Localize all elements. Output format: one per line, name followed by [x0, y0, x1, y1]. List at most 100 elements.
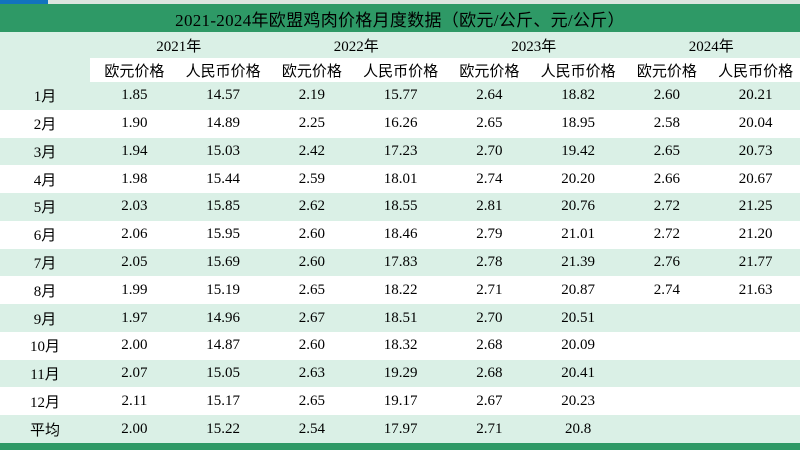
price-cell: 21.39	[561, 253, 596, 270]
price-cell: 17.97	[383, 420, 418, 437]
price-cell: 20.41	[561, 365, 596, 382]
price-cell: 1.99	[121, 281, 148, 298]
euro-price-header: 欧元价格	[104, 63, 165, 80]
price-cell: 2.19	[298, 87, 326, 104]
row-label: 平均	[29, 422, 60, 439]
price-cell: 15.77	[383, 87, 418, 104]
price-cell: 15.05	[206, 365, 240, 382]
price-cell: 2.58	[653, 115, 681, 132]
rmb-price-header: 人民币价格	[718, 63, 794, 80]
table-row: 3月 1.94 15.03 2.42 17.23 2.70 19.42 2.65 20.73	[0, 137, 800, 166]
price-cell: 21.25	[738, 198, 773, 215]
price-cell: 18.22	[383, 281, 418, 298]
price-cell: 2.60	[298, 226, 326, 243]
corner-cell	[0, 32, 90, 58]
price-cell: 1.94	[121, 142, 148, 159]
price-cell: 1.98	[121, 170, 148, 187]
price-cell	[711, 304, 800, 332]
price-cell: 19.42	[561, 142, 596, 159]
row-label: 4月	[33, 172, 57, 189]
price-cell: 18.95	[561, 115, 596, 132]
table-row: 6月 2.06 15.95 2.60 18.46 2.79 21.01 2.72 21.20	[0, 220, 800, 249]
price-cell	[711, 360, 800, 388]
price-cell: 14.87	[206, 337, 240, 354]
price-cell: 2.65	[476, 115, 503, 132]
price-cell: 2.64	[476, 87, 503, 104]
price-cell: 20.73	[738, 142, 773, 159]
price-cell: 18.55	[383, 198, 418, 215]
row-label: 7月	[33, 255, 57, 272]
price-cell: 17.83	[383, 253, 418, 270]
blue-accent-bar	[0, 0, 48, 4]
price-cell: 1.97	[121, 309, 148, 326]
table-row: 5月 2.03 15.85 2.62 18.55 2.81 20.76 2.72 21.25	[0, 193, 800, 221]
row-label: 12月	[29, 394, 60, 411]
month-column-header	[0, 58, 90, 82]
year-header-2022: 2022年	[333, 38, 379, 55]
year-header-2023: 2023年	[511, 38, 557, 55]
price-cell: 2.25	[298, 115, 326, 132]
price-cell	[711, 332, 800, 360]
rmb-price-header: 人民币价格	[185, 63, 261, 80]
price-cell: 20.67	[738, 170, 773, 187]
price-cell: 14.89	[206, 115, 240, 132]
price-cell: 21.63	[738, 281, 773, 298]
row-label: 10月	[29, 339, 60, 356]
price-cell: 17.23	[383, 142, 418, 159]
table-row: 1月 1.85 14.57 2.19 15.77 2.64 18.82 2.60 20.21	[0, 82, 800, 110]
price-cell: 20.23	[561, 392, 596, 409]
price-cell: 2.72	[653, 226, 681, 243]
price-cell: 2.65	[298, 392, 326, 409]
price-cell	[623, 415, 712, 443]
price-cell: 2.59	[298, 170, 326, 187]
price-cell: 2.72	[653, 198, 681, 215]
table-row: 8月 1.99 15.19 2.65 18.22 2.71 20.87 2.74 21.63	[0, 276, 800, 305]
price-cell: 15.19	[206, 281, 240, 298]
price-cell: 2.06	[121, 226, 148, 243]
table-body: 1月 1.85 14.57 2.19 15.77 2.64 18.82 2.60 20.21 2月…	[0, 82, 800, 443]
table-row: 10月 2.00 14.87 2.60 18.32 2.68 20.09	[0, 331, 800, 360]
row-label: 9月	[33, 311, 57, 328]
price-cell: 2.81	[476, 198, 503, 215]
price-cell: 2.03	[121, 198, 148, 215]
price-cell: 15.44	[206, 170, 240, 187]
price-cell: 20.51	[561, 309, 596, 326]
row-label: 8月	[33, 283, 57, 300]
price-cell: 18.82	[561, 87, 596, 104]
table-row: 2月 1.90 14.89 2.25 16.26 2.65 18.95 2.58 20.04	[0, 109, 800, 138]
price-cell: 2.54	[298, 420, 326, 437]
price-cell: 2.76	[653, 253, 681, 270]
price-cell: 14.96	[206, 309, 240, 326]
price-cell: 15.85	[206, 198, 240, 215]
price-cell	[623, 387, 712, 415]
price-cell: 19.29	[383, 365, 418, 382]
price-cell: 2.60	[298, 253, 326, 270]
euro-price-header: 欧元价格	[281, 63, 342, 80]
year-header-row: 2021年 2022年 2023年 2024年	[0, 32, 800, 58]
price-cell: 2.05	[121, 253, 148, 270]
price-cell: 15.22	[206, 420, 240, 437]
price-cell: 20.20	[561, 170, 596, 187]
table-row: 4月 1.98 15.44 2.59 18.01 2.74 20.20 2.66 20.67	[0, 165, 800, 194]
price-cell: 2.71	[476, 281, 503, 298]
sub-header-row: 欧元价格 人民币价格 欧元价格 人民币价格 欧元价格 人民币价格 欧元价格 人民…	[0, 58, 800, 82]
price-cell: 2.42	[298, 142, 326, 159]
price-cell: 21.20	[738, 226, 773, 243]
price-cell: 2.66	[653, 170, 681, 187]
price-cell: 2.67	[476, 392, 503, 409]
price-table: 2021年 2022年 2023年 2024年 欧元价格 人民币价格 欧元价格 …	[0, 32, 800, 443]
price-cell: 19.17	[383, 392, 418, 409]
price-cell: 20.09	[561, 337, 596, 354]
price-cell: 2.11	[121, 392, 148, 409]
year-header-2021: 2021年	[156, 38, 202, 55]
price-cell: 2.74	[476, 170, 503, 187]
price-cell: 2.71	[476, 420, 503, 437]
price-cell: 2.00	[121, 420, 148, 437]
row-label: 2月	[33, 117, 57, 134]
price-cell: 2.60	[298, 337, 326, 354]
price-cell: 1.85	[121, 87, 148, 104]
price-cell: 2.79	[476, 226, 503, 243]
price-cell: 15.69	[206, 253, 240, 270]
price-cell: 1.90	[121, 115, 148, 132]
